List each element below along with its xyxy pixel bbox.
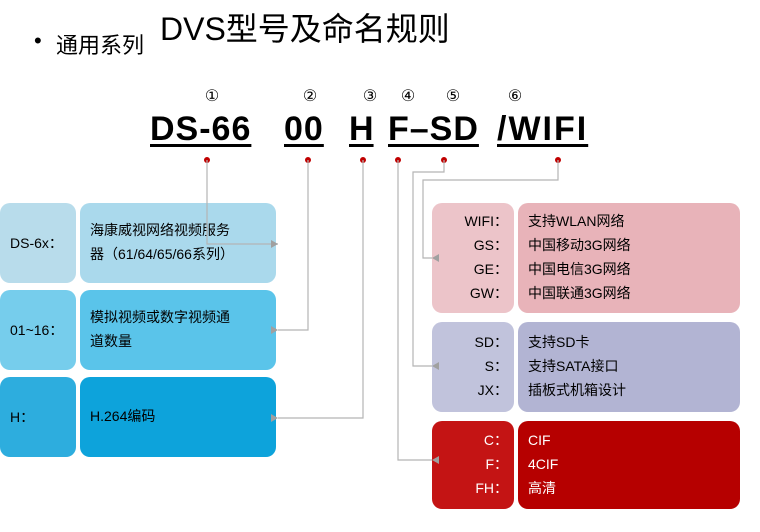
bullet: • — [34, 28, 42, 54]
anchor-dot-3 — [359, 156, 367, 164]
subtitle: 通用系列 — [56, 28, 144, 60]
anchor-dot-1 — [203, 156, 211, 164]
left-desc-2: 模拟视频或数字视频通 道数量 — [80, 290, 276, 370]
left-desc-3: H.264编码 — [80, 377, 276, 457]
page-title: DVS型号及命名规则 — [160, 4, 450, 50]
left-desc-1: 海康威视网络视频服务 器（61/64/65/66系列） — [80, 203, 276, 283]
circled-num-4: ④ — [396, 86, 420, 106]
left-label-2: 01~16： — [0, 290, 76, 370]
right-desc-1: 支持WLAN网络 中国移动3G网络 中国电信3G网络 中国联通3G网络 — [518, 203, 740, 313]
circled-num-3: ③ — [358, 86, 382, 106]
connector-3 — [278, 160, 363, 418]
circled-num-2: ② — [298, 86, 322, 106]
connector-2 — [278, 160, 308, 330]
right-desc-3: CIF 4CIF 高清 — [518, 421, 740, 509]
anchor-dot-4 — [394, 156, 402, 164]
circled-num-5: ⑤ — [441, 86, 465, 106]
right-label-1: WIFI： GS： GE： GW： — [432, 203, 514, 313]
right-label-2: SD： S： JX： — [432, 322, 514, 412]
right-label-3: C： F： FH： — [432, 421, 514, 509]
anchor-dot-6 — [554, 156, 562, 164]
circled-num-6: ⑥ — [503, 86, 527, 106]
model-seg-5: /WIFI — [497, 110, 588, 149]
circled-num-1: ① — [200, 86, 224, 106]
anchor-dot-2 — [304, 156, 312, 164]
model-seg-1: DS-66 — [150, 110, 251, 149]
anchor-dot-5 — [440, 156, 448, 164]
model-seg-3: H — [349, 110, 374, 149]
connector-4 — [398, 160, 432, 460]
left-label-3: H： — [0, 377, 76, 457]
left-label-1: DS-6x： — [0, 203, 76, 283]
model-seg-4: F–SD — [388, 110, 479, 149]
model-seg-2: 00 — [284, 110, 324, 149]
right-desc-2: 支持SD卡 支持SATA接口 插板式机箱设计 — [518, 322, 740, 412]
